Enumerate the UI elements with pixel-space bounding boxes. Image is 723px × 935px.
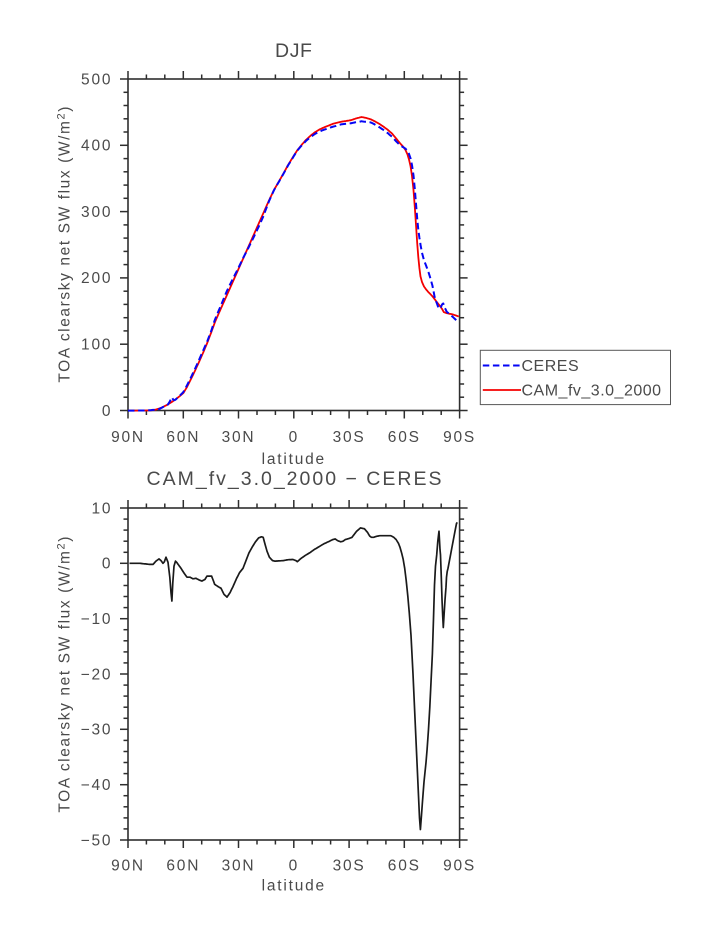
svg-text:90N: 90N <box>111 429 145 446</box>
svg-text:60S: 60S <box>388 857 421 874</box>
svg-text:−20: −20 <box>81 666 113 683</box>
svg-text:TOA clearsky net SW flux (W/m2: TOA clearsky net SW flux (W/m2) <box>56 105 74 383</box>
svg-text:30N: 30N <box>222 857 256 874</box>
svg-text:CAM_fv_3.0_2000: CAM_fv_3.0_2000 <box>522 383 662 400</box>
svg-text:60S: 60S <box>388 429 421 446</box>
svg-text:0: 0 <box>102 556 112 573</box>
svg-text:60N: 60N <box>166 429 200 446</box>
svg-text:−50: −50 <box>81 832 113 849</box>
svg-text:−40: −40 <box>81 777 113 794</box>
svg-text:30S: 30S <box>333 857 366 874</box>
svg-text:TOA clearsky net SW flux (W/m2: TOA clearsky net SW flux (W/m2) <box>56 535 74 813</box>
svg-text:−10: −10 <box>81 611 113 628</box>
svg-text:60N: 60N <box>166 857 200 874</box>
svg-text:10: 10 <box>91 500 112 517</box>
svg-text:200: 200 <box>81 270 112 287</box>
svg-text:90N: 90N <box>111 857 145 874</box>
svg-text:90S: 90S <box>443 429 476 446</box>
svg-text:500: 500 <box>81 71 112 88</box>
svg-text:0: 0 <box>289 429 299 446</box>
svg-text:CERES: CERES <box>522 358 580 375</box>
svg-text:latitude: latitude <box>262 877 326 894</box>
svg-text:30S: 30S <box>333 429 366 446</box>
svg-text:−30: −30 <box>81 722 113 739</box>
svg-text:100: 100 <box>81 337 112 354</box>
svg-text:DJF: DJF <box>275 40 313 62</box>
svg-text:latitude: latitude <box>262 451 326 468</box>
svg-text:90S: 90S <box>443 857 476 874</box>
svg-text:CAM_fv_3.0_2000 − CERES: CAM_fv_3.0_2000 − CERES <box>147 468 444 490</box>
svg-text:30N: 30N <box>222 429 256 446</box>
svg-text:0: 0 <box>289 857 299 874</box>
svg-text:0: 0 <box>102 403 112 420</box>
svg-text:400: 400 <box>81 138 112 155</box>
svg-text:300: 300 <box>81 204 112 221</box>
